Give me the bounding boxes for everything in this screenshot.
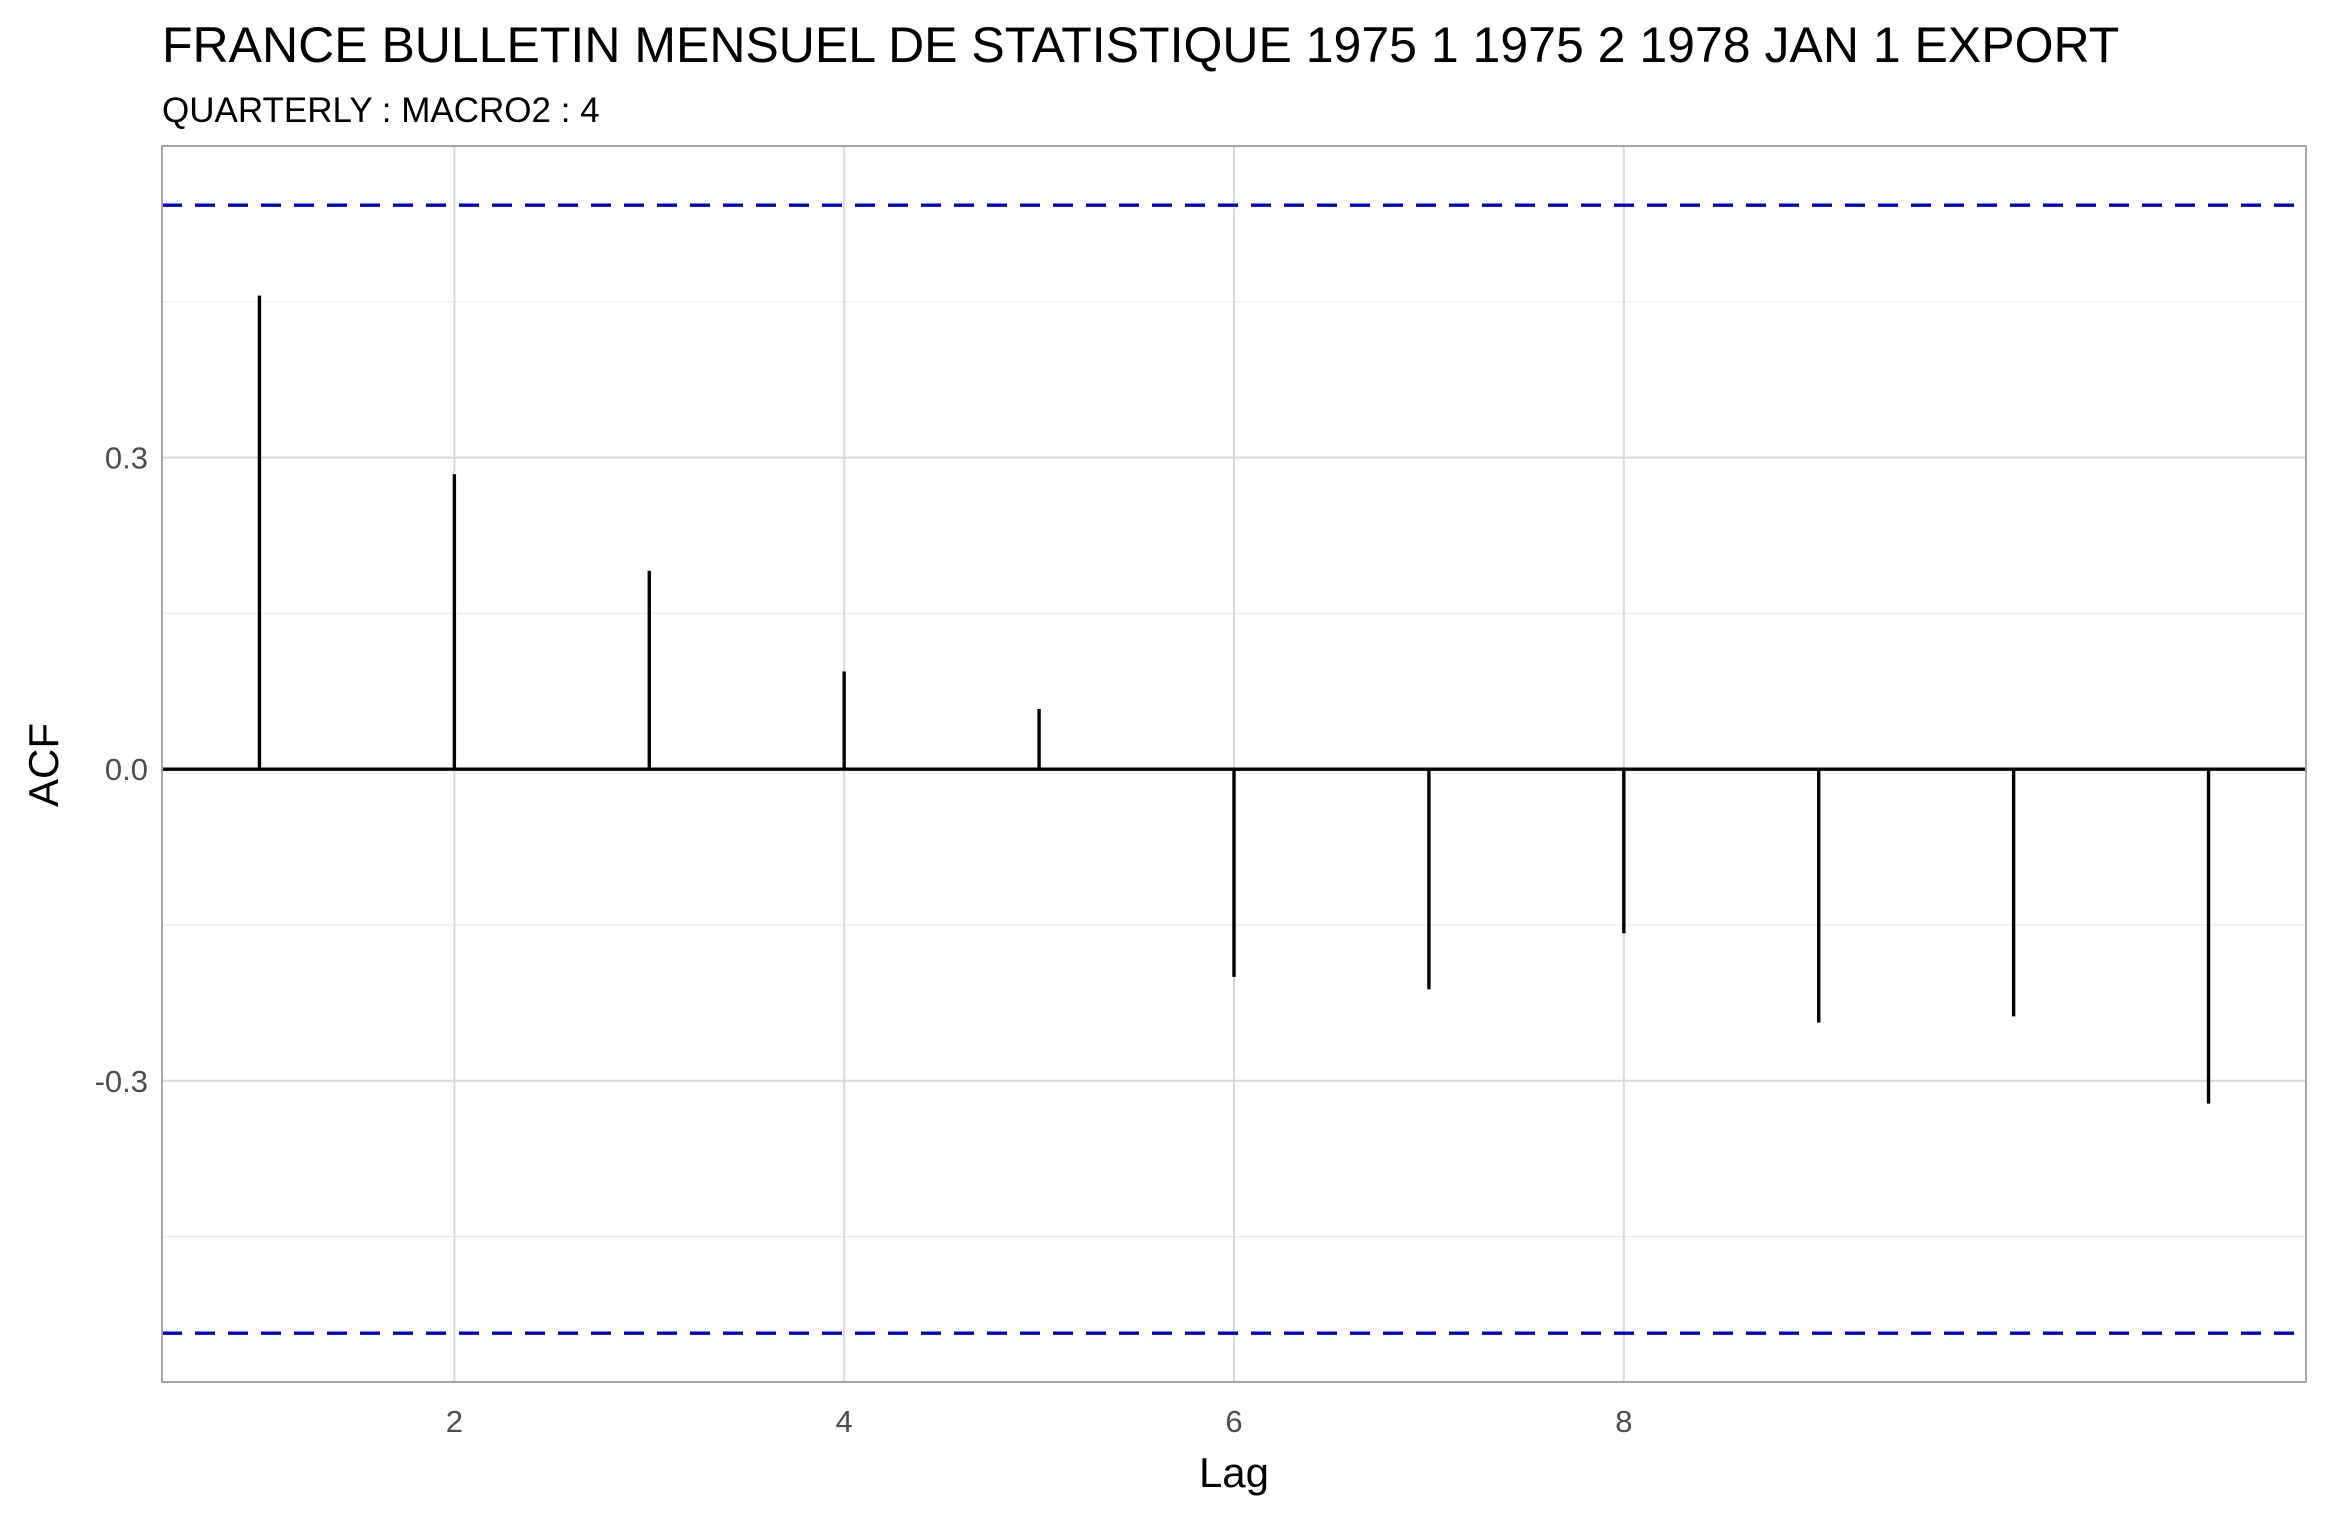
x-tick-label: 2 — [446, 1404, 463, 1439]
y-tick-label: 0.0 — [105, 752, 148, 787]
x-tick-label: 6 — [1225, 1404, 1242, 1439]
y-tick-label: 0.3 — [105, 441, 148, 476]
chart-subtitle: QUARTERLY : MACRO2 : 4 — [162, 91, 600, 130]
panel-border — [161, 145, 2307, 1383]
plot-area: -0.3 0.0 0.3 2 4 6 8 — [95, 145, 2307, 1439]
chart-title: FRANCE BULLETIN MENSUEL DE STATISTIQUE 1… — [162, 17, 2119, 73]
y-tick-label: -0.3 — [95, 1064, 148, 1099]
x-tick-label: 8 — [1615, 1404, 1632, 1439]
x-axis-title: Lag — [1199, 1449, 1269, 1496]
x-tick-label: 4 — [836, 1404, 853, 1439]
y-axis-title: ACF — [20, 723, 67, 807]
